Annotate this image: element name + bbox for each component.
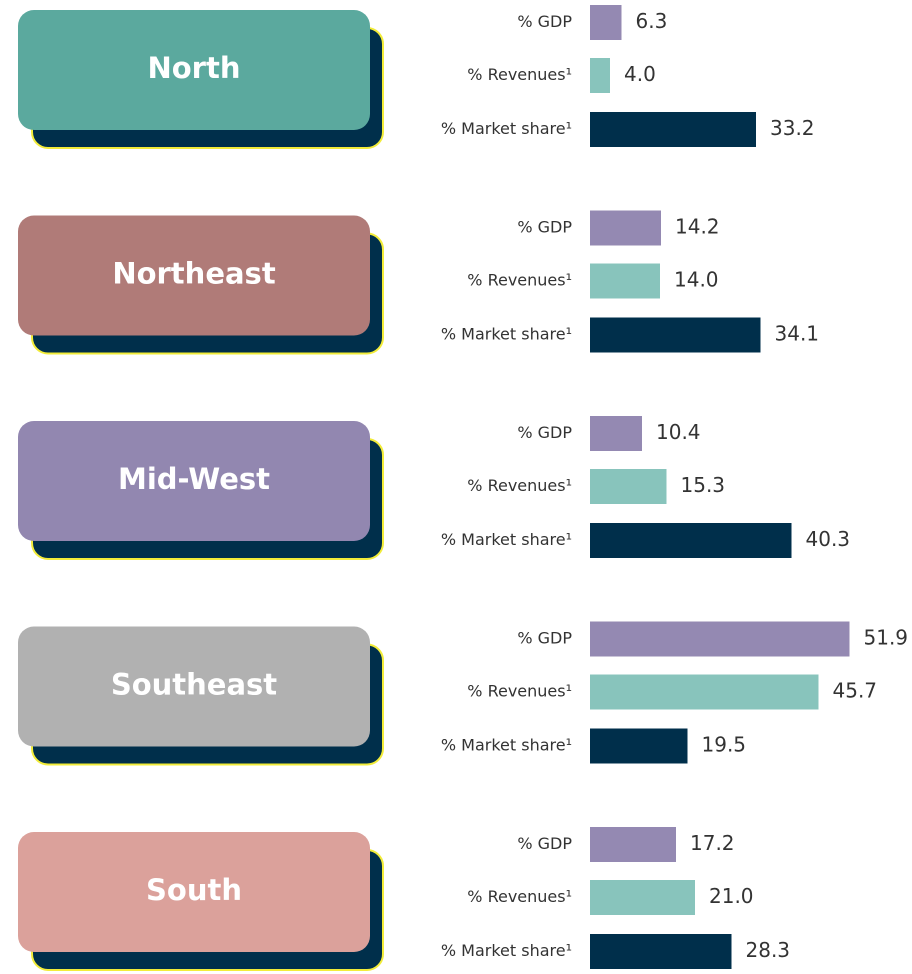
value-label: 34.1 (775, 322, 820, 346)
value-label: 45.7 (833, 679, 878, 703)
series-label: % Market share¹ (441, 530, 572, 549)
bar (590, 827, 676, 862)
region-label: Northeast (112, 257, 276, 291)
bar (590, 263, 660, 299)
value-label: 6.3 (636, 9, 668, 33)
region-box (18, 626, 370, 747)
series-label: % Market share¹ (441, 941, 572, 960)
region-box (18, 215, 370, 336)
series-label: % Revenues¹ (467, 271, 572, 290)
bar (590, 317, 761, 353)
value-label: 14.2 (675, 215, 720, 239)
series-label: % Revenues¹ (467, 887, 572, 906)
series-label: % Market share¹ (441, 736, 572, 755)
series-label: % Market share¹ (441, 119, 572, 138)
series-label: % Revenues¹ (467, 65, 572, 84)
bar (590, 621, 850, 657)
bar (590, 674, 819, 710)
bar (590, 112, 756, 147)
value-label: 33.2 (770, 116, 815, 140)
bar (590, 934, 732, 969)
value-label: 15.3 (681, 473, 726, 497)
value-label: 10.4 (656, 420, 701, 444)
region-label: Southeast (111, 668, 277, 702)
series-label: % GDP (517, 12, 572, 31)
bar (590, 58, 610, 93)
value-label: 4.0 (624, 62, 656, 86)
series-label: % Revenues¹ (467, 682, 572, 701)
region-label: South (146, 873, 242, 907)
bar (590, 416, 642, 451)
bar (590, 880, 695, 915)
series-label: % GDP (517, 423, 572, 442)
value-label: 40.3 (806, 527, 851, 551)
region-label: North (147, 51, 240, 85)
bar (590, 469, 667, 504)
region-label: Mid-West (118, 462, 270, 496)
series-label: % Revenues¹ (467, 476, 572, 495)
value-label: 21.0 (709, 884, 754, 908)
region-box (18, 10, 370, 130)
region-box (18, 421, 370, 541)
value-label: 17.2 (690, 831, 735, 855)
series-label: % GDP (517, 629, 572, 648)
bar (590, 728, 688, 764)
series-label: % Market share¹ (441, 325, 572, 344)
region-box (18, 832, 370, 952)
value-label: 14.0 (674, 268, 719, 292)
value-label: 28.3 (746, 938, 791, 962)
bar (590, 210, 661, 246)
value-label: 51.9 (864, 626, 909, 650)
bar (590, 5, 622, 40)
series-label: % GDP (517, 834, 572, 853)
value-label: 19.5 (702, 733, 747, 757)
series-label: % GDP (517, 218, 572, 237)
bar (590, 523, 792, 558)
